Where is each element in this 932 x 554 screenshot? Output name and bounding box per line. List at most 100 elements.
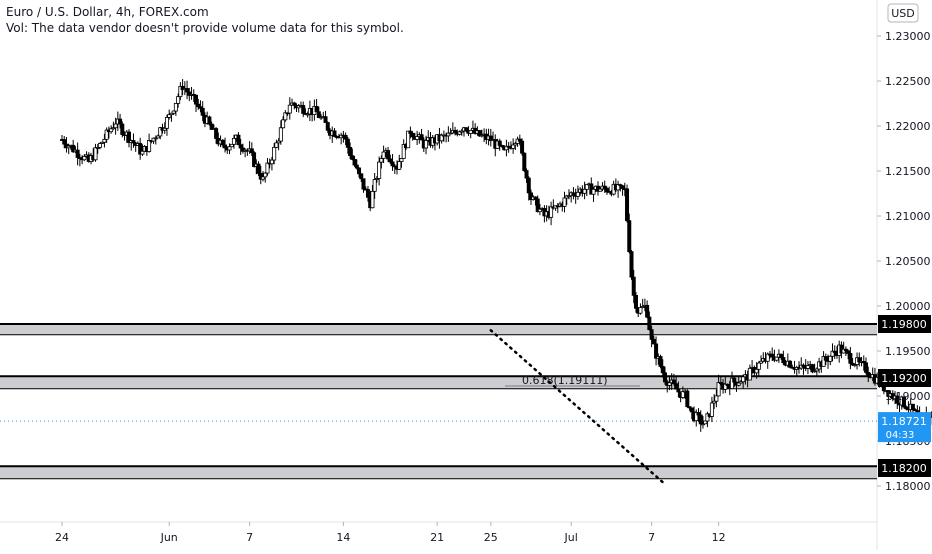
candle-body-187	[477, 130, 482, 137]
candle-body-260	[640, 306, 645, 308]
candle-body-311	[754, 368, 759, 374]
candle-body-75	[227, 146, 232, 151]
yaxis-layer: 1.180001.185001.190001.195001.200001.205…	[877, 30, 931, 493]
candle-body-163	[424, 140, 429, 149]
candle-body-303	[736, 382, 741, 386]
candle-body-264	[649, 329, 654, 340]
level-price-box-0	[878, 315, 931, 333]
candle-body-238	[591, 188, 596, 195]
candle-body-141	[374, 178, 379, 180]
candle-body-152	[399, 158, 404, 163]
candle-body-86	[252, 152, 257, 167]
candle-body-208	[524, 170, 529, 179]
current-price-label: 1.18721	[881, 415, 927, 428]
candle-body-207	[522, 152, 527, 171]
candle-body-378	[904, 406, 909, 410]
candle-body-320	[774, 356, 779, 361]
current-price-box	[878, 412, 931, 443]
candle-body-212	[533, 196, 538, 200]
candle-body-202	[511, 144, 516, 149]
candle-body-95	[272, 146, 277, 161]
candle-body-235	[584, 183, 589, 190]
candle-body-275	[674, 383, 679, 390]
candle-body-79	[236, 134, 241, 146]
candle-body-88	[256, 163, 261, 174]
y-tick-label-5: 1.20500	[885, 255, 931, 268]
fib-label: 0.618(1.19111)	[522, 374, 608, 387]
candle-body-308	[747, 367, 752, 381]
candle-body-214	[537, 208, 542, 213]
candle-body-361	[866, 371, 871, 376]
candle-body-132	[354, 164, 359, 169]
candle-body-332	[801, 364, 806, 368]
candle-body-341	[821, 356, 826, 367]
x-tick-label-5: 25	[484, 531, 498, 544]
candle-body-50	[171, 110, 176, 114]
candle-body-26	[118, 118, 123, 125]
candle-body-142	[377, 161, 382, 179]
candle-body-134	[359, 173, 364, 180]
candle-body-241	[598, 188, 603, 192]
candle-body-336	[810, 364, 815, 373]
candle-body-292	[712, 400, 717, 404]
candle-body-115	[316, 111, 321, 118]
symbol-title[interactable]: Euro / U.S. Dollar, 4h, FOREX.com	[6, 5, 209, 19]
candle-body-61	[196, 103, 201, 108]
candle-body-42	[153, 137, 158, 140]
candle-body-227	[566, 195, 571, 198]
candle-body-19	[102, 138, 107, 143]
candle-body-360	[864, 362, 869, 373]
zone-rect-0	[0, 324, 877, 335]
candle-body-18	[100, 141, 105, 144]
candle-body-231	[575, 191, 580, 197]
candle-body-301	[732, 377, 737, 383]
candle-body-381	[910, 403, 915, 411]
candle-body-288	[703, 420, 708, 425]
level-price-label-2: 1.18200	[881, 462, 927, 475]
candle-body-286	[698, 414, 703, 425]
trend-layer	[489, 329, 667, 486]
candle-body-27	[120, 123, 125, 135]
candle-body-251	[620, 185, 625, 190]
candle-body-281	[687, 406, 692, 409]
currency-badge-label: USD	[891, 7, 915, 20]
candle-body-209	[526, 177, 531, 194]
candle-body-155	[406, 130, 411, 149]
candle-body-135	[361, 178, 366, 190]
candle-body-173	[446, 132, 451, 137]
candle-body-24	[113, 123, 118, 129]
candle-body-255	[629, 251, 634, 278]
y-tick-label-3: 1.19500	[885, 345, 931, 358]
zones-layer	[0, 323, 877, 480]
candle-body-213	[535, 198, 540, 213]
currency-badge[interactable]: USD	[887, 3, 919, 23]
candle-body-289	[705, 413, 710, 422]
y-tick-label-2: 1.19000	[885, 390, 931, 403]
chart-legend: Euro / U.S. Dollar, 4h, FOREX.com Vol: T…	[6, 4, 404, 36]
candle-body-262	[645, 304, 650, 318]
candle-body-244	[604, 188, 609, 193]
candle-body-53	[178, 85, 183, 98]
candle-body-355	[852, 364, 857, 366]
candle-body-35	[138, 143, 143, 155]
candle-body-41	[151, 137, 156, 142]
candle-body-210	[529, 192, 534, 200]
y-tick-label-7: 1.21500	[885, 165, 931, 178]
candle-body-344	[828, 355, 833, 362]
candle-body-291	[709, 402, 714, 417]
candle-body-146	[386, 150, 391, 160]
candle-body-250	[618, 184, 623, 187]
candle-body-159	[415, 136, 420, 140]
candle-body-129	[348, 146, 353, 157]
candle-body-127	[343, 135, 348, 140]
candle-body-5	[71, 144, 76, 153]
currency-badge-box	[887, 3, 919, 23]
candle-body-176	[453, 129, 458, 133]
candle-body-15	[93, 147, 98, 161]
candle-body-100	[283, 112, 288, 121]
candle-body-294	[716, 382, 721, 397]
candle-body-322	[779, 353, 784, 358]
candle-body-54	[180, 85, 185, 91]
candle-body-46	[162, 127, 167, 131]
